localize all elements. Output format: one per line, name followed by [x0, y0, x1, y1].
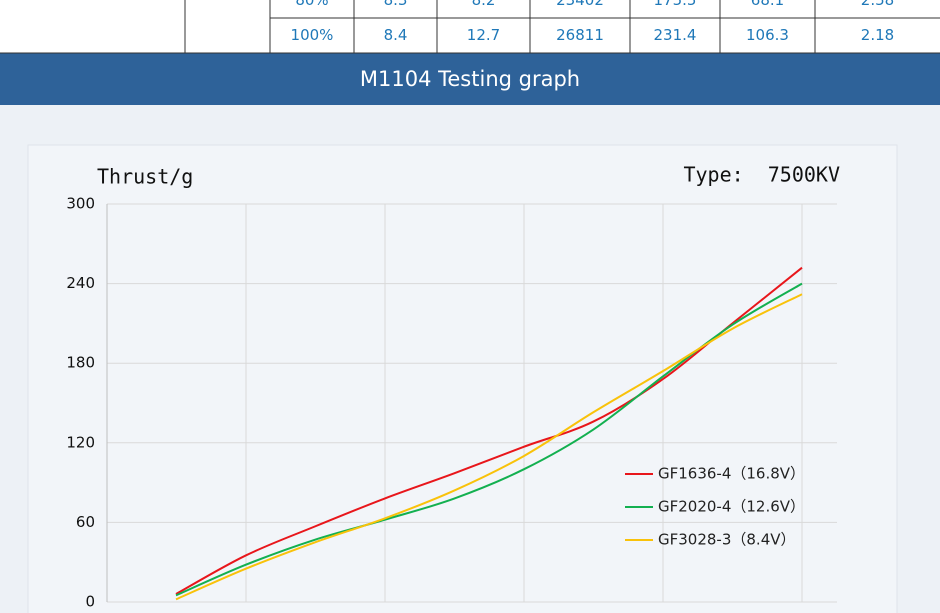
annotation: Type: 7500KV: [683, 163, 840, 187]
y-axis-title: Thrust/g: [97, 165, 193, 189]
legend-label: GF3028-3（8.4V）: [658, 531, 796, 549]
legend-label: GF2020-4（12.6V）: [658, 498, 805, 516]
table-cell: 2.58: [861, 0, 894, 9]
table-cell: 100%: [291, 26, 334, 44]
header-bar: [0, 53, 940, 105]
table-cell: 231.4: [654, 26, 697, 44]
y-tick-label: 120: [66, 433, 95, 451]
table-cell: 8.4: [384, 26, 408, 44]
table-cell: 106.3: [746, 26, 789, 44]
y-tick-label: 180: [66, 354, 95, 372]
legend-label: GF1636-4（16.8V）: [658, 465, 805, 483]
table-cell: 175.5: [654, 0, 697, 9]
table-cell: 23402: [556, 0, 604, 9]
plot: 0 60 120 180 240 300 GF1636-4（16.8V） GF2020-4（1…: [66, 195, 837, 611]
y-tick-label: 240: [66, 274, 95, 292]
header-title: M1104 Testing graph: [360, 67, 580, 91]
chart-panel: [27, 144, 898, 613]
y-tick-label: 60: [76, 513, 95, 531]
table-cell: 8.2: [472, 0, 496, 9]
table-cell: 8.3: [384, 0, 408, 9]
table-cell: 2.18: [861, 26, 894, 44]
table-cell: 12.7: [467, 26, 500, 44]
table: 80% 8.3 8.2 23402 175.5 68.1 2.58 100% 8.4 12.7 26…: [0, 0, 940, 54]
table-cell: 80%: [295, 0, 328, 9]
table-bg: [0, 0, 940, 53]
table-cell: 68.1: [751, 0, 784, 9]
y-tick-label: 300: [66, 195, 95, 213]
series-line: [175, 293, 803, 601]
y-tick-label: 0: [85, 593, 95, 611]
table-cell: 26811: [556, 26, 604, 44]
